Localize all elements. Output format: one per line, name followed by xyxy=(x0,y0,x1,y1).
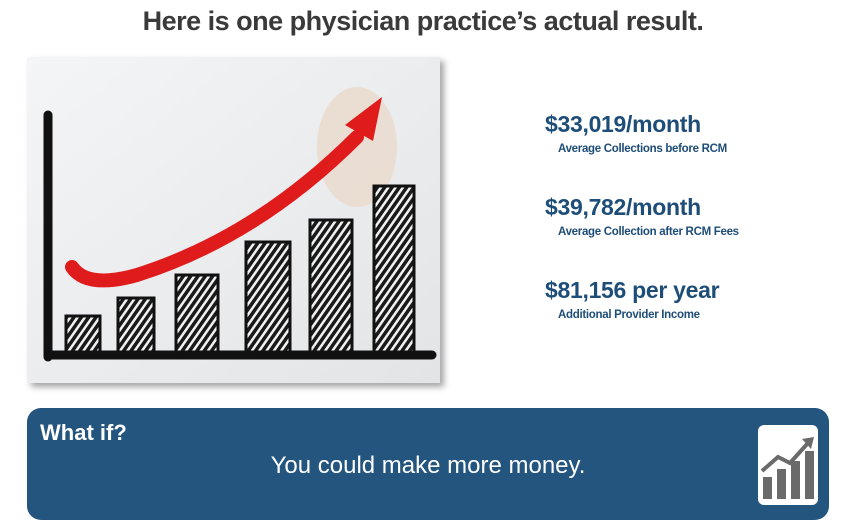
banner-text: You could make more money. xyxy=(270,452,586,479)
page-title: Here is one physician practice’s actual … xyxy=(142,6,704,36)
banner-title: What if? xyxy=(40,420,127,445)
stat-value: $33,019/month xyxy=(545,111,701,137)
illustration xyxy=(27,57,440,383)
stat-label: Average Collection after RCM Fees xyxy=(558,226,739,238)
chart-icon xyxy=(758,425,818,505)
stat-value: $39,782/month xyxy=(545,194,701,220)
stat-label: Average Collections before RCM xyxy=(558,143,727,155)
stat-label: Additional Provider Income xyxy=(558,309,700,321)
banner: What if? You could make more money. xyxy=(27,408,829,520)
stat-value: $81,156 per year xyxy=(545,277,720,303)
